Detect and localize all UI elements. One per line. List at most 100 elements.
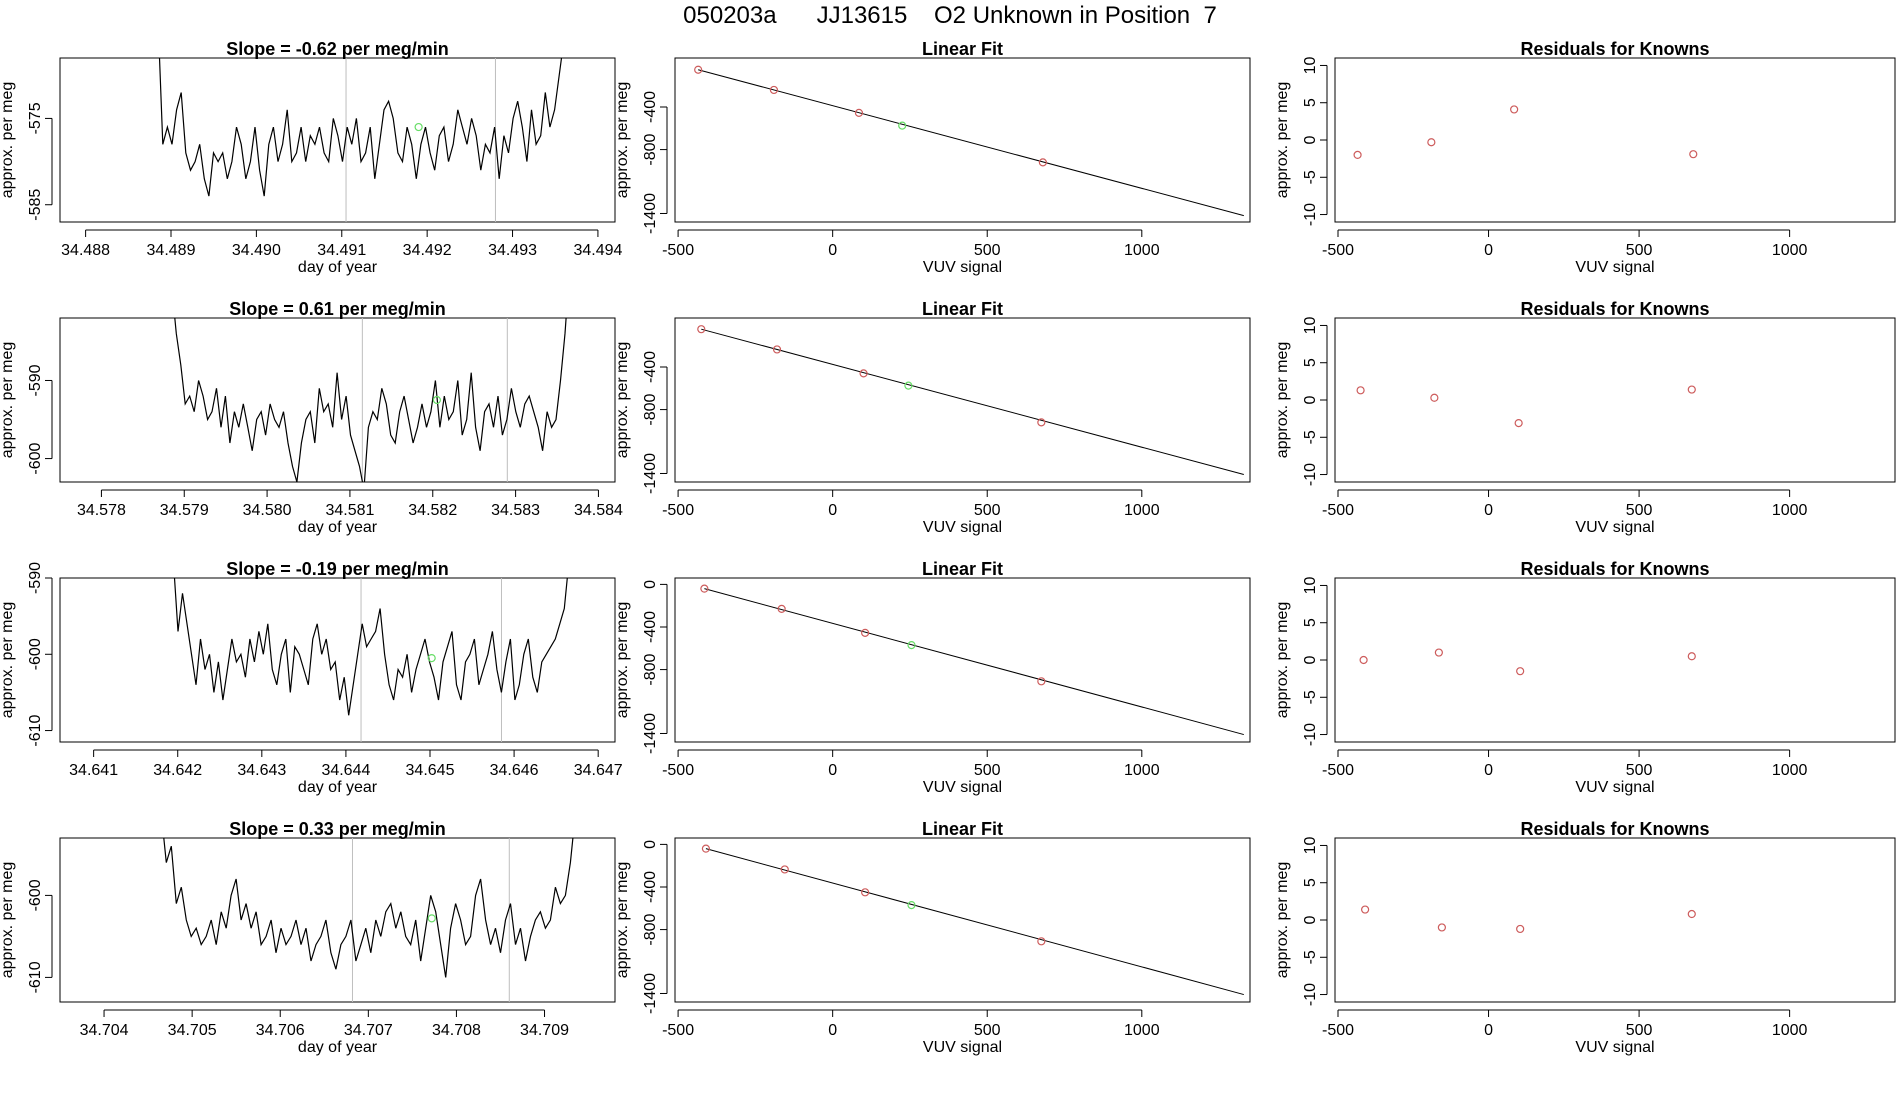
unknown-point: [907, 900, 916, 910]
y-tick-label: -400: [642, 351, 659, 383]
panel-timeseries-4: Slope = 0.33 per meg/min day of year appro…: [0, 819, 616, 1056]
fit-line: [701, 328, 1244, 476]
panel-fit-2: Linear Fit VUV signal approx. per meg -500 0…: [614, 299, 1251, 536]
y-axis-label: approx. per meg: [614, 342, 631, 459]
x-tick-label: -500: [1322, 502, 1354, 519]
y-tick-label: -5: [1302, 690, 1319, 704]
y-tick-label: -800: [642, 133, 659, 165]
y-tick-label: -800: [642, 653, 659, 685]
y-tick-label: 0: [1302, 135, 1319, 144]
panel-timeseries-2: Slope = 0.61 per meg/min day of year appro…: [0, 299, 623, 536]
y-tick-label: -600: [27, 442, 44, 474]
y-axis-label: approx. per meg: [0, 342, 16, 459]
y-tick-label: 10: [1302, 56, 1319, 74]
panel-resid-2: Residuals for Knowns VUV signal approx. pe…: [1274, 299, 1896, 536]
panel-title: Linear Fit: [922, 819, 1003, 839]
x-tick-label: 34.705: [168, 1022, 217, 1039]
x-tick-label: 34.709: [520, 1022, 569, 1039]
x-tick-label: 1000: [1772, 762, 1808, 779]
residual-point: [1434, 648, 1443, 657]
x-tick-label: -500: [1322, 1022, 1354, 1039]
x-tick-label: 34.645: [406, 762, 455, 779]
y-axis-label: approx. per meg: [614, 82, 631, 199]
y-tick-label: 10: [1302, 836, 1319, 854]
known-point: [861, 888, 870, 897]
panel-title: Linear Fit: [922, 559, 1003, 579]
x-tick-label: 34.707: [344, 1022, 393, 1039]
data-layer: [163, 838, 574, 1002]
y-tick-label: -1400: [642, 193, 659, 234]
x-tick-label: 500: [974, 242, 1001, 259]
panel-fit-3: Linear Fit VUV signal approx. per meg -500 0…: [614, 559, 1251, 796]
x-tick-label: 34.492: [403, 242, 452, 259]
x-tick-label: 500: [974, 502, 1001, 519]
x-axis-label: VUV signal: [1575, 1039, 1654, 1056]
y-tick-label: -5: [1302, 170, 1319, 184]
y-tick-label: -400: [642, 611, 659, 643]
x-tick-label: 0: [828, 762, 837, 779]
y-tick-label: -585: [27, 189, 44, 221]
x-tick-label: 34.489: [147, 242, 196, 259]
residual-point: [1514, 419, 1523, 428]
x-tick-label: 34.490: [232, 242, 281, 259]
x-tick-label: 1000: [1772, 502, 1808, 519]
y-tick-label: 0: [1302, 915, 1319, 924]
known-point: [780, 865, 789, 874]
y-tick-label: -1400: [642, 973, 659, 1014]
y-axis-label: approx. per meg: [1274, 82, 1291, 199]
known-point: [697, 325, 706, 334]
x-tick-label: 500: [1626, 502, 1653, 519]
x-tick-label: 34.579: [160, 502, 209, 519]
y-tick-label: 5: [1302, 618, 1319, 627]
panel-title: Slope = 0.61 per meg/min: [229, 299, 446, 319]
residual-point: [1689, 150, 1698, 159]
panel-timeseries-3: Slope = -0.19 per meg/min day of year appr…: [0, 559, 623, 796]
residual-point: [1359, 655, 1368, 665]
plot-frame: [1334, 317, 1896, 483]
x-tick-label: 34.644: [321, 762, 370, 779]
y-axis-label: approx. per meg: [1274, 342, 1291, 459]
y-tick-label: 0: [642, 580, 659, 589]
plot-frame: [674, 57, 1251, 223]
x-tick-label: -500: [1322, 762, 1354, 779]
known-point: [861, 628, 870, 637]
panel-title: Slope = 0.33 per meg/min: [229, 819, 446, 839]
x-tick-label: 500: [1626, 762, 1653, 779]
panel-resid-4: Residuals for Knowns VUV signal approx. pe…: [1274, 819, 1896, 1056]
plot-frame: [59, 577, 616, 743]
plot-frame: [674, 577, 1251, 743]
known-point: [859, 369, 868, 378]
unknown-point: [904, 381, 913, 390]
x-tick-label: 1000: [1772, 242, 1808, 259]
data-layer: [1353, 105, 1698, 160]
x-tick-label: 34.647: [574, 762, 623, 779]
y-tick-label: -10: [1302, 723, 1319, 746]
data-layer: [158, 58, 563, 222]
plot-frame: [59, 57, 616, 223]
fit-line: [705, 848, 1244, 996]
y-tick-label: -10: [1302, 203, 1319, 226]
y-axis-label: approx. per meg: [0, 82, 16, 199]
known-point: [1037, 937, 1046, 946]
x-tick-label: 500: [974, 762, 1001, 779]
panel-timeseries-1: Slope = -0.62 per meg/min day of year appr…: [0, 39, 622, 276]
y-axis-label: approx. per meg: [0, 602, 16, 719]
y-tick-label: -610: [27, 961, 44, 993]
data-layer: [1356, 385, 1696, 428]
x-tick-label: 34.646: [490, 762, 539, 779]
y-axis-label: approx. per meg: [1274, 602, 1291, 719]
y-tick-label: -590: [27, 562, 44, 594]
residual-point: [1353, 150, 1362, 160]
y-tick-label: -5: [1302, 430, 1319, 444]
known-point: [854, 108, 864, 117]
x-axis-label: day of year: [298, 519, 378, 536]
plot-frame: [59, 317, 616, 483]
y-tick-label: -1400: [642, 453, 659, 494]
plot-frame: [59, 837, 616, 1003]
x-axis-label: VUV signal: [923, 519, 1002, 536]
x-tick-label: 1000: [1124, 1022, 1160, 1039]
x-tick-label: 500: [1626, 242, 1653, 259]
y-axis-label: approx. per meg: [0, 862, 16, 979]
residual-point: [1516, 667, 1525, 676]
